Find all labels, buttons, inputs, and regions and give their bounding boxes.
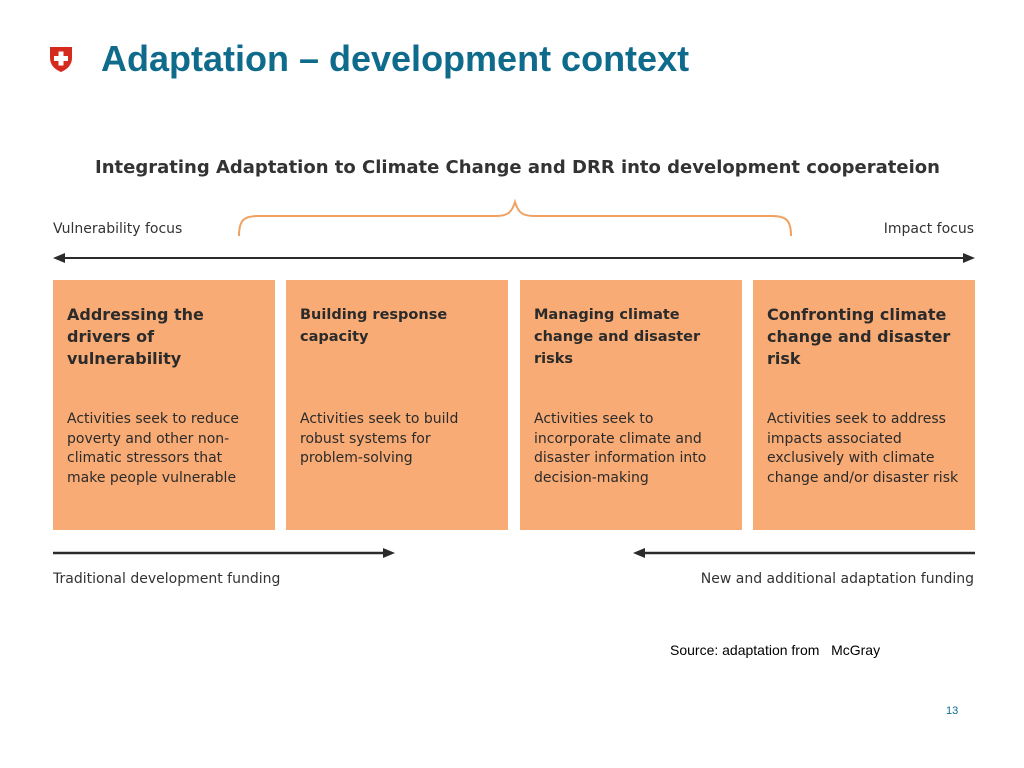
box-body: Activities seek to reduce poverty and ot… xyxy=(67,411,240,486)
traditional-funding-arrow xyxy=(53,548,395,558)
box-body: Activities seek to address impacts assoc… xyxy=(767,411,959,486)
box-heading: Addressing the drivers of vulnerability xyxy=(67,305,204,368)
box-building-capacity: Building response capacity Activities se… xyxy=(286,280,508,530)
curly-brace-icon xyxy=(238,198,792,237)
vulnerability-focus-label: Vulnerability focus xyxy=(53,221,183,237)
source-note: Source: adaptation from McGray xyxy=(670,642,881,658)
page-number: 13 xyxy=(946,705,959,717)
box-heading: Building response capacity xyxy=(300,307,448,345)
swiss-cross-shield-icon xyxy=(50,47,72,72)
impact-focus-label: Impact focus xyxy=(883,221,974,237)
adaptation-funding-arrow xyxy=(633,548,975,558)
slide-title: Adaptation – development context xyxy=(101,38,690,79)
box-managing-risks: Managing climate change and disaster ris… xyxy=(520,280,742,530)
box-body: Activities seek to incorporate climate a… xyxy=(534,411,707,486)
focus-double-arrow xyxy=(53,253,975,263)
figure-title: Integrating Adaptation to Climate Change… xyxy=(95,157,940,178)
adaptation-funding-label: New and additional adaptation funding xyxy=(700,571,974,587)
traditional-funding-label: Traditional development funding xyxy=(53,571,281,587)
box-body: Activities seek to build robust systems … xyxy=(300,411,459,466)
box-addressing-drivers: Addressing the drivers of vulnerability … xyxy=(53,280,275,530)
box-heading: Confronting climate change and disaster … xyxy=(767,305,951,368)
box-heading: Managing climate change and disaster ris… xyxy=(534,307,701,367)
box-confronting-risk: Confronting climate change and disaster … xyxy=(753,280,975,530)
